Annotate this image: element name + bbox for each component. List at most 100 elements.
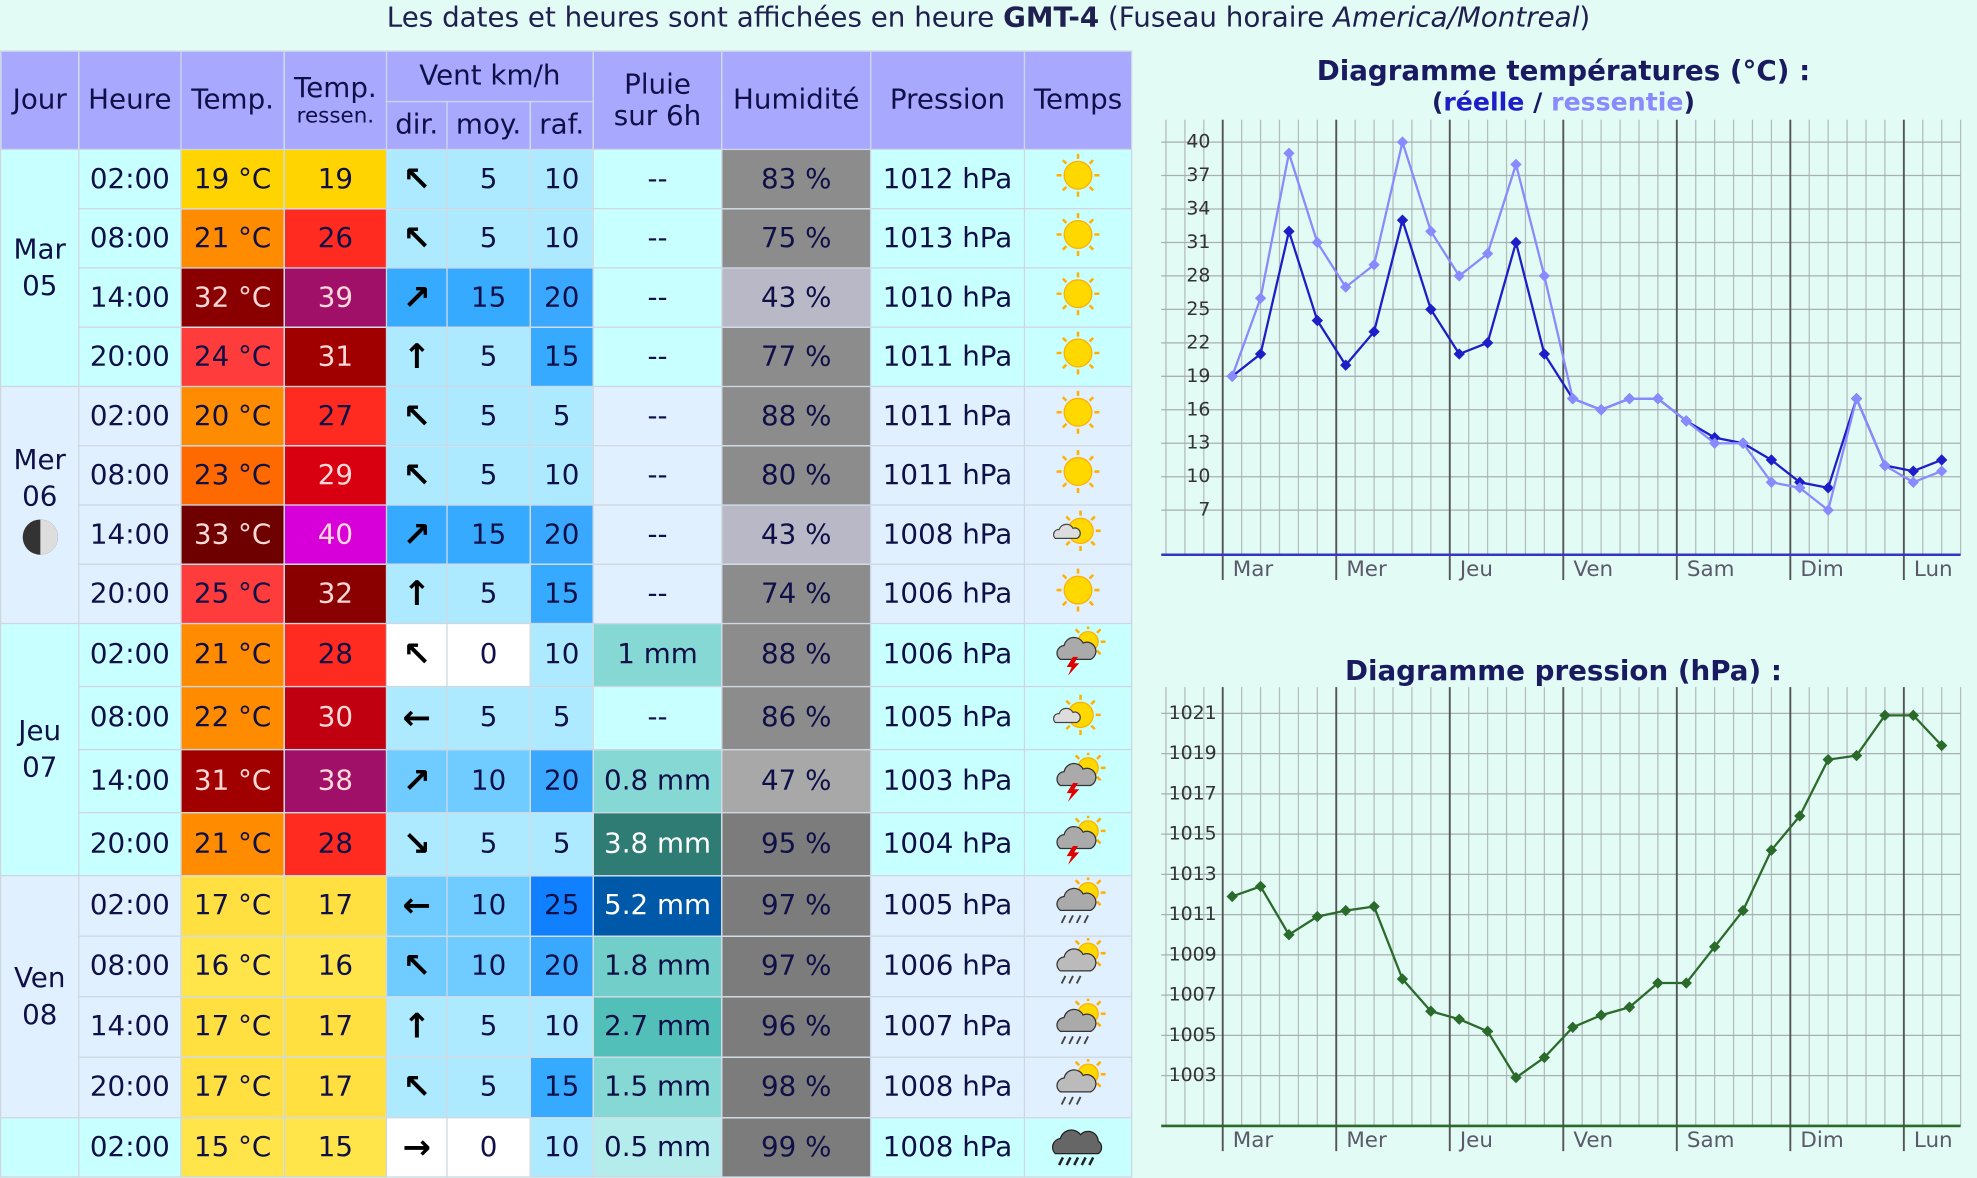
time-cell: 02:00 [78, 1117, 182, 1178]
legend-punct: ) [1684, 87, 1696, 116]
legend-entry: réelle [1443, 87, 1524, 116]
feel-cell: 19 [283, 148, 388, 210]
point-marker [1567, 1021, 1579, 1033]
table-row: 20:00 21 °C 28 ↘ 5 5 3.8 mm 95 % 1004 hPa [1, 811, 1133, 877]
x-tick-label: Lun [1914, 1128, 1953, 1153]
table-row: 08:00 23 °C 29 ↖ 5 10 -- 80 % 1011 hPa [1, 445, 1133, 506]
wind-avg-cell: 5 [446, 148, 531, 210]
table-row: 14:00 31 °C 38 ↗ 10 20 0.8 mm 47 % 1003 hPa [1, 748, 1133, 814]
wind-avg-cell: 10 [446, 875, 531, 937]
wind-avg-cell: 10 [446, 748, 531, 814]
point-marker [1538, 348, 1551, 360]
wind-gust-cell: 20 [529, 504, 594, 565]
weather-icon [1051, 1129, 1103, 1166]
weather-icon [1056, 450, 1100, 493]
x-tick-label: Dim [1800, 557, 1843, 582]
wind-avg-cell: 5 [446, 1056, 531, 1119]
point-marker [1311, 910, 1323, 923]
time-cell: 20:00 [78, 563, 182, 625]
point-marker [1850, 392, 1863, 405]
chart-title: Diagramme températures (°C) : [1317, 54, 1810, 87]
point-marker [1283, 929, 1295, 941]
weather-icon [1056, 331, 1100, 375]
wind-dir-cell: ↖ [385, 208, 448, 269]
point-marker [1481, 1025, 1494, 1038]
chart-title: Diagramme pression (hPa) : [1345, 654, 1782, 687]
temp-cell: 33 °C [180, 504, 285, 565]
x-tick-label: Jeu [1458, 1128, 1493, 1153]
time-cell: 20:00 [78, 1056, 182, 1119]
rain-cell: -- [592, 267, 723, 328]
wind-gust-cell: 25 [529, 875, 594, 937]
wind-dir-cell: ↖ [385, 385, 448, 447]
wind-avg-cell: 0 [446, 622, 531, 688]
x-tick-label: Sam [1687, 557, 1735, 582]
feel-cell: 30 [283, 685, 388, 751]
header-text: sur 6h [613, 100, 702, 132]
wind-gust-cell: 5 [529, 811, 594, 877]
weather-cell [1023, 208, 1133, 269]
time-cell: 08:00 [78, 208, 182, 269]
pressure-cell: 1005 hPa [869, 875, 1026, 937]
weather-icon [1056, 997, 1106, 1044]
x-tick-label: Mar [1233, 1128, 1274, 1153]
wind-gust-cell: 15 [529, 563, 594, 625]
y-tick-label: 19 [1186, 365, 1210, 387]
temp-cell: 16 °C [180, 935, 285, 998]
y-tick-label: 25 [1186, 298, 1210, 320]
y-tick-label: 1009 [1169, 943, 1217, 965]
table-row: Jeu 07 02:00 21 °C 28 ↖ 0 10 1 mm 88 % 1006 hPa [0, 622, 1133, 877]
humidity-cell: 97 % [721, 935, 872, 998]
humidity-cell: 75 % [721, 208, 872, 269]
time-cell: 20:00 [78, 326, 182, 388]
point-marker [1510, 158, 1522, 171]
point-marker [1425, 303, 1437, 316]
weather-cell [1023, 385, 1133, 447]
day-label: 05 [22, 270, 58, 302]
wind-dir-cell: ↖ [385, 445, 448, 506]
rain-cell: -- [592, 563, 723, 625]
rain-cell: -- [592, 445, 723, 506]
point-marker [1708, 941, 1721, 953]
point-marker [1623, 1001, 1636, 1013]
header-text: Temp. [294, 73, 377, 105]
point-marker [1340, 281, 1352, 293]
temp-cell: 32 °C [180, 267, 285, 328]
y-tick-label: 1003 [1169, 1064, 1217, 1086]
rain-cell: 5.2 mm [592, 875, 723, 937]
x-tick-label: Dim [1800, 1128, 1843, 1153]
wind-dir-cell: ↖ [385, 1056, 448, 1119]
wind-dir-cell: ← [385, 685, 448, 751]
table-row: 20:00 17 °C 17 ↖ 5 15 1.5 mm 98 % 1008 hPa [1, 1056, 1133, 1119]
wind-dir-cell: ↖ [385, 622, 448, 688]
header-cell: Jour [0, 50, 80, 151]
header-cell: Pression [869, 50, 1026, 151]
point-marker [1936, 454, 1948, 466]
header-cell: Temp. ressen. [283, 50, 388, 151]
chart-subtitle: (réelle / ressentie) [1432, 87, 1695, 116]
feel-cell: 29 [283, 445, 388, 506]
point-marker [1396, 973, 1409, 985]
rain-cell: -- [592, 504, 723, 565]
rain-cell: -- [592, 685, 723, 751]
wind-dir-cell: → [385, 1117, 448, 1178]
wind-avg-cell: 5 [446, 445, 531, 506]
wind-avg-cell: 5 [446, 385, 531, 447]
temp-cell: 31 °C [180, 748, 285, 814]
note-text: ) [1579, 2, 1591, 35]
point-marker [1396, 136, 1409, 148]
humidity-cell: 97 % [721, 875, 872, 937]
pressure-cell: 1003 hPa [869, 748, 1026, 814]
wind-avg-cell: 5 [446, 996, 531, 1058]
timezone-note: Les dates et heures sont affichées en he… [0, 0, 1977, 43]
humidity-cell: 99 % [721, 1117, 872, 1178]
point-marker [1879, 459, 1891, 472]
point-marker [1907, 465, 1919, 477]
day-label: 08 [22, 999, 58, 1031]
humidity-cell: 77 % [721, 326, 872, 388]
temp-cell: 23 °C [180, 445, 285, 506]
day-label: Ven [13, 962, 66, 995]
series-line [1231, 714, 1943, 1080]
y-tick-label: 22 [1186, 331, 1210, 353]
